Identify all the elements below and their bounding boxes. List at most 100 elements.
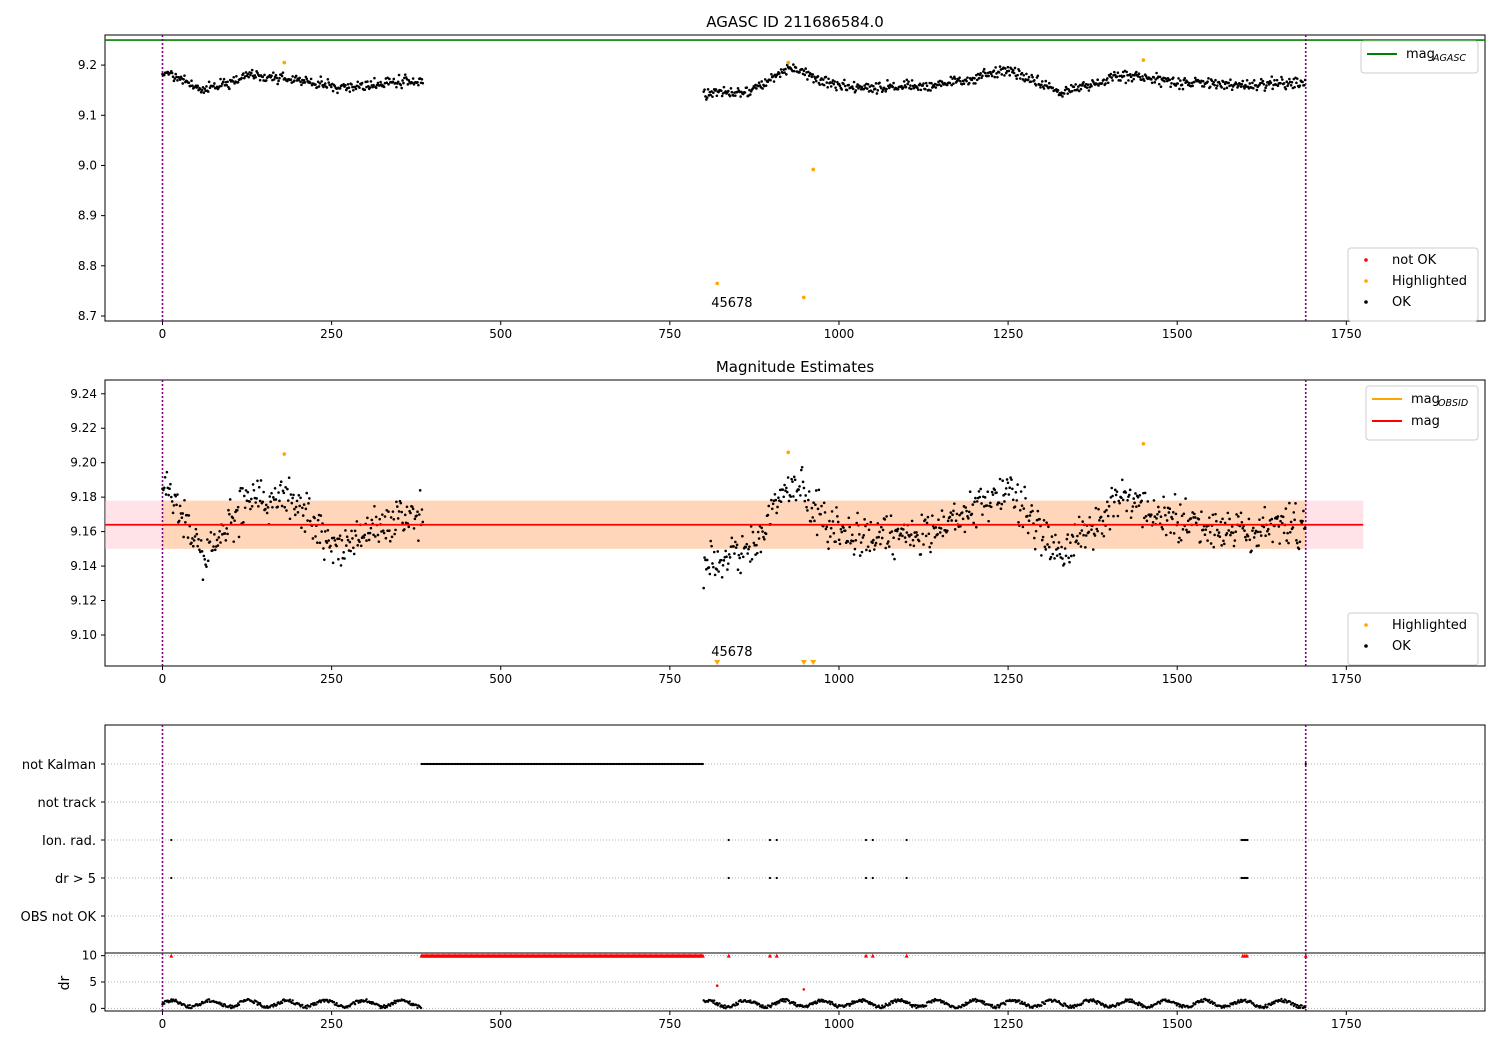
ok-point bbox=[183, 74, 186, 77]
ok-point bbox=[1298, 540, 1302, 544]
x-tick-label: 500 bbox=[489, 327, 512, 341]
ok-point bbox=[301, 514, 305, 517]
ok-point bbox=[248, 500, 251, 503]
ok-point bbox=[1042, 87, 1046, 90]
ok-point bbox=[1033, 547, 1037, 551]
ok-point bbox=[162, 486, 166, 490]
ok-point bbox=[242, 494, 246, 498]
ok-point bbox=[994, 66, 997, 69]
ok-point bbox=[403, 73, 407, 76]
ok-point bbox=[182, 77, 185, 81]
ok-point bbox=[966, 515, 969, 518]
x-tick-label: 250 bbox=[320, 1017, 343, 1031]
dr-point bbox=[220, 1002, 223, 1005]
ok-point bbox=[774, 498, 778, 502]
ok-point bbox=[887, 86, 891, 90]
highlighted-point bbox=[786, 450, 791, 455]
ok-point bbox=[1295, 541, 1299, 545]
ok-point bbox=[1244, 538, 1248, 542]
ok-point bbox=[789, 495, 793, 498]
ok-point bbox=[1018, 508, 1022, 512]
ok-point bbox=[1179, 538, 1183, 542]
ok-point bbox=[276, 82, 280, 86]
highlighted-point bbox=[801, 295, 806, 300]
dr-point bbox=[288, 998, 292, 1001]
ok-point bbox=[1295, 77, 1299, 80]
ok-point bbox=[1222, 80, 1225, 84]
ok-point bbox=[1061, 95, 1064, 98]
ok-point bbox=[975, 78, 979, 82]
dr-point bbox=[990, 1003, 994, 1007]
ok-point bbox=[979, 487, 982, 491]
ok-point bbox=[946, 519, 950, 523]
ok-point bbox=[896, 87, 900, 91]
ok-point bbox=[948, 515, 952, 519]
ok-point bbox=[1033, 536, 1036, 540]
ok-point bbox=[228, 87, 231, 91]
ok-point bbox=[221, 80, 225, 84]
ok-point bbox=[1113, 70, 1116, 74]
ok-point bbox=[840, 530, 844, 534]
ok-point bbox=[1063, 547, 1067, 550]
flag-point bbox=[727, 838, 730, 842]
ok-point bbox=[966, 76, 969, 79]
ok-point bbox=[989, 501, 992, 505]
ok-point bbox=[1284, 507, 1288, 510]
ok-point bbox=[1187, 530, 1191, 534]
dr-point bbox=[335, 1001, 338, 1005]
ok-point bbox=[238, 489, 242, 493]
ok-point bbox=[401, 521, 404, 525]
ok-point bbox=[749, 525, 753, 528]
flag-label: not Kalman bbox=[22, 758, 96, 773]
ok-point bbox=[212, 84, 215, 88]
ok-point bbox=[1235, 513, 1238, 516]
ok-point bbox=[785, 490, 789, 494]
ok-point bbox=[1265, 84, 1268, 87]
ok-point bbox=[368, 86, 372, 89]
ok-point bbox=[909, 87, 913, 91]
ok-point bbox=[1079, 545, 1083, 548]
ok-point bbox=[1004, 67, 1007, 70]
ok-point bbox=[826, 86, 829, 89]
ok-point bbox=[169, 495, 173, 499]
dr-point bbox=[1296, 1003, 1299, 1007]
ok-point bbox=[1153, 81, 1157, 84]
ok-point bbox=[1024, 496, 1027, 500]
ok-point bbox=[1003, 74, 1006, 77]
ok-point bbox=[993, 488, 997, 492]
ok-point bbox=[1161, 527, 1165, 531]
ok-point bbox=[218, 530, 221, 533]
ok-point bbox=[1164, 533, 1168, 537]
ok-point bbox=[358, 86, 361, 89]
ok-point bbox=[1036, 509, 1040, 513]
ok-point bbox=[874, 82, 878, 85]
ok-point bbox=[391, 80, 395, 84]
dr-point bbox=[1020, 1000, 1024, 1004]
dr-point bbox=[735, 1001, 738, 1005]
ok-point bbox=[270, 74, 273, 78]
ok-point bbox=[1106, 500, 1109, 504]
ok-point bbox=[296, 511, 300, 514]
dr-point bbox=[851, 1000, 854, 1003]
ok-point bbox=[1011, 68, 1015, 72]
ok-point bbox=[1256, 530, 1260, 534]
ok-point bbox=[843, 78, 846, 82]
dr-capped-marker bbox=[864, 953, 869, 958]
ok-point bbox=[381, 529, 385, 532]
ok-point bbox=[1153, 515, 1157, 518]
dr-point bbox=[318, 999, 322, 1002]
ok-point bbox=[1160, 525, 1164, 529]
ok-point bbox=[1267, 83, 1271, 86]
dr-point bbox=[305, 1007, 308, 1010]
ok-point bbox=[378, 517, 382, 521]
ok-point bbox=[830, 510, 834, 513]
ok-point bbox=[909, 543, 912, 547]
ok-point bbox=[987, 74, 990, 78]
ok-point bbox=[1113, 500, 1116, 504]
dr-point bbox=[187, 1006, 191, 1010]
ok-point bbox=[1084, 546, 1087, 549]
ok-point bbox=[940, 509, 944, 512]
ok-point bbox=[855, 85, 858, 88]
ok-point bbox=[974, 525, 978, 529]
dr-point bbox=[1200, 998, 1203, 1001]
